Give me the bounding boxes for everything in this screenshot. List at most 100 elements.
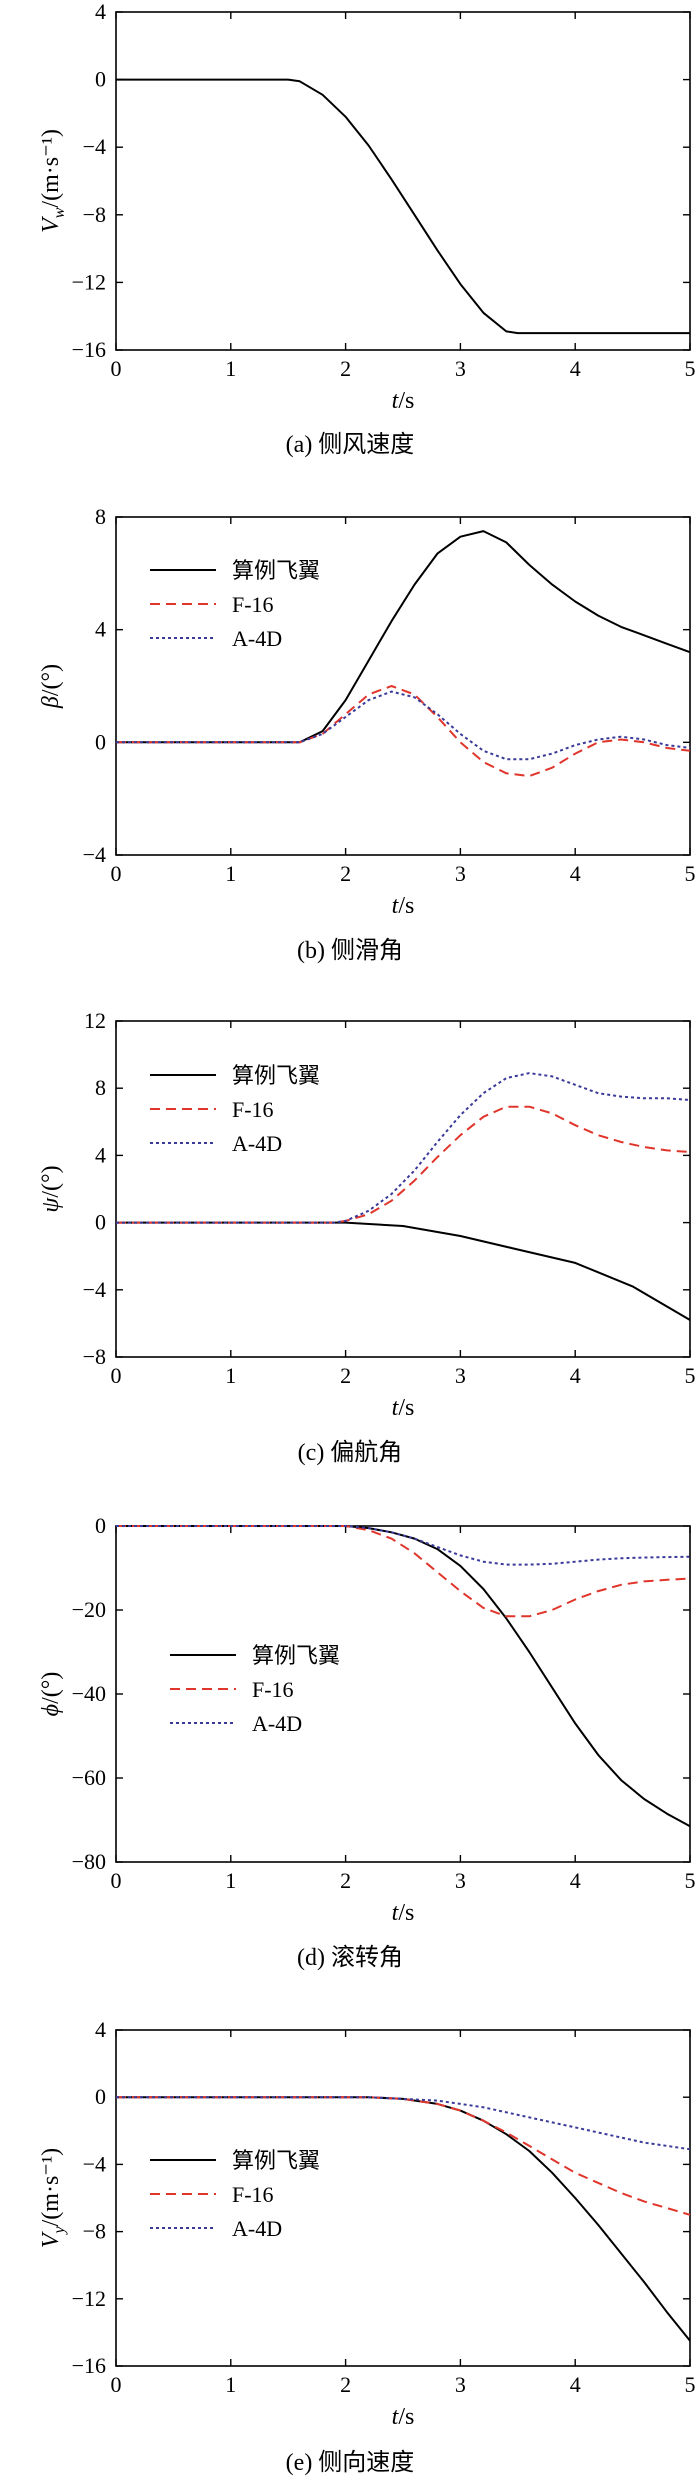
series-line-A-4D xyxy=(116,1072,691,1224)
legend: 算例飞翼 F-16 A-4D xyxy=(170,1643,340,1736)
plot-frame xyxy=(115,1525,691,1863)
legend-label: F-16 xyxy=(232,1097,274,1122)
y-tick-label: −60 xyxy=(72,1765,106,1790)
x-tick-label: 1 xyxy=(225,861,236,886)
x-tick-label: 0 xyxy=(111,1363,122,1388)
x-tick-label: 0 xyxy=(111,861,122,886)
chart-panel-e: 0 1 2 3 4 5 4 0 −4 −8 −12 −16 t/s Vy/(m·s⁻¹) 算例飞翼 F-16 A… xyxy=(38,2017,696,2476)
legend-label: F-16 xyxy=(232,2182,274,2207)
x-tick-label: 4 xyxy=(570,1868,581,1893)
axis-label-symbol: t xyxy=(392,388,400,414)
axis-label-symbol: V xyxy=(38,2231,64,2248)
axis-label-symbol: β xyxy=(38,696,64,709)
y-tick-label: 4 xyxy=(95,0,106,24)
axis-label-unit: /(m·s⁻¹) xyxy=(38,129,64,208)
series-line-算例飞翼 xyxy=(116,1221,691,1321)
y-tick-label: 12 xyxy=(84,1008,106,1033)
y-tick-label: 8 xyxy=(95,1075,106,1100)
y-tick-label: 0 xyxy=(95,1513,106,1538)
y-tick-label: −16 xyxy=(72,337,106,362)
y-tick-label: −80 xyxy=(72,1849,106,1874)
legend-label: 算例飞翼 xyxy=(232,2148,320,2173)
y-tick-label: 0 xyxy=(95,2084,106,2109)
x-tick-label: 3 xyxy=(455,1363,466,1388)
x-tick-label: 4 xyxy=(570,861,581,886)
x-tick-label: 1 xyxy=(225,1363,236,1388)
y-tick-label: −8 xyxy=(83,2219,106,2244)
axis-label-unit: /(m·s⁻¹) xyxy=(38,2148,64,2227)
y-tick-label: −4 xyxy=(83,134,106,159)
series-line-F-16 xyxy=(116,685,691,778)
legend: 算例飞翼 F-16 A-4D xyxy=(150,1063,320,1156)
series-line-F-16 xyxy=(116,2096,691,2216)
x-tick-label: 3 xyxy=(455,1868,466,1893)
axis-label-subscript: y xyxy=(51,2225,68,2235)
axis-label-symbol: ψ xyxy=(38,1197,64,1213)
axis-label: t/s xyxy=(392,2404,415,2430)
y-tick-label: 4 xyxy=(95,2017,106,2042)
series-line-算例飞翼 xyxy=(116,1525,691,1828)
x-tick-label: 5 xyxy=(685,861,696,886)
legend: 算例飞翼 F-16 A-4D xyxy=(150,558,320,651)
x-tick-label: 2 xyxy=(340,1868,351,1893)
axis-label-symbol: t xyxy=(392,893,400,919)
y-tick-label: 0 xyxy=(95,729,106,754)
plot-frame xyxy=(115,2029,691,2367)
panel-caption: (c) 偏航角 xyxy=(298,1439,403,1466)
x-tick-label: 1 xyxy=(225,356,236,381)
y-tick-label: 0 xyxy=(95,1210,106,1235)
axis-label-unit: /s xyxy=(398,1395,414,1421)
plot-frame xyxy=(115,1020,691,1358)
x-tick-label: 5 xyxy=(685,1363,696,1388)
legend-label: 算例飞翼 xyxy=(252,1643,340,1668)
series-line-A-4D xyxy=(116,1525,691,1566)
x-tick-label: 4 xyxy=(570,2372,581,2397)
y-tick-label: −12 xyxy=(72,269,106,294)
y-tick-label: −12 xyxy=(72,2286,106,2311)
series-line-算例飞翼 xyxy=(116,2096,691,2342)
legend-label: 算例飞翼 xyxy=(232,558,320,583)
legend-label: F-16 xyxy=(252,1677,294,1702)
axis-label: ϕ/(°) xyxy=(38,1672,64,1717)
axis-label-unit: /s xyxy=(398,2404,414,2430)
axis-label: ψ/(°) xyxy=(38,1165,64,1212)
plot-frame xyxy=(115,516,691,856)
axis-label-unit: /s xyxy=(398,388,414,414)
legend-label: F-16 xyxy=(232,592,274,617)
x-tick-label: 4 xyxy=(570,1363,581,1388)
chart-panel-d: 0 1 2 3 4 5 0 −20 −40 −60 −80 t/s ϕ/(°) 算例飞翼 F-16 A-4D (… xyxy=(38,1513,696,1971)
series-line-A-4D xyxy=(116,2096,691,2151)
axis-label-symbol: t xyxy=(392,1900,400,1926)
x-tick-label: 3 xyxy=(455,861,466,886)
series-line-F-16 xyxy=(116,1105,691,1224)
x-tick-label: 3 xyxy=(455,356,466,381)
x-tick-label: 0 xyxy=(111,2372,122,2397)
series-line-A-4D xyxy=(116,690,691,761)
axis-label: t/s xyxy=(392,388,415,414)
y-tick-label: −4 xyxy=(83,1277,106,1302)
axis-label: β/(°) xyxy=(38,664,64,709)
axis-label-unit: /(°) xyxy=(38,1165,64,1197)
x-tick-label: 5 xyxy=(685,1868,696,1893)
y-tick-label: −8 xyxy=(83,202,106,227)
axis-label-symbol: ϕ xyxy=(38,1704,64,1716)
x-tick-label: 3 xyxy=(455,2372,466,2397)
legend-label: A-4D xyxy=(232,626,282,651)
axis-label-subscript: w xyxy=(51,207,68,218)
y-tick-label: 4 xyxy=(95,617,106,642)
y-tick-label: −4 xyxy=(83,842,106,867)
axis-label: Vy/(m·s⁻¹) xyxy=(38,2148,68,2248)
panel-caption: (e) 侧向速度 xyxy=(286,2449,415,2476)
legend-label: 算例飞翼 xyxy=(232,1063,320,1088)
axis-label: Vw/(m·s⁻¹) xyxy=(38,129,68,233)
plot-frame xyxy=(115,11,691,351)
x-tick-label: 2 xyxy=(340,2372,351,2397)
series-line-算例飞翼 xyxy=(116,530,691,744)
panel-caption: (b) 侧滑角 xyxy=(297,937,403,964)
y-tick-label: −4 xyxy=(83,2151,106,2176)
legend-label: A-4D xyxy=(252,1711,302,1736)
x-tick-label: 0 xyxy=(111,356,122,381)
y-tick-label: −16 xyxy=(72,2353,106,2378)
